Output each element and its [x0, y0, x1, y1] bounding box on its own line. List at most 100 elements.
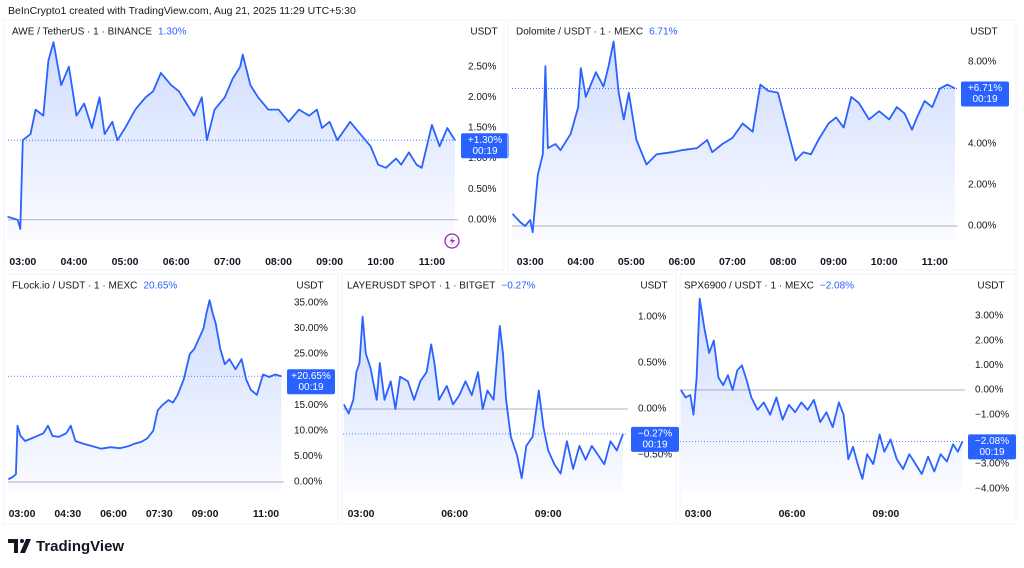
- y-tick-label: 10.00%: [294, 425, 328, 436]
- y-tick-label: −0.50%: [638, 450, 672, 461]
- panel: [679, 273, 1017, 525]
- area: [343, 316, 623, 492]
- x-tick-label: 03:00: [685, 508, 712, 520]
- chart-title: LAYERUSDT SPOT · 1 · BITGET: [347, 281, 495, 292]
- x-tick-label: 04:30: [54, 508, 81, 520]
- x-tick-label: 03:00: [9, 256, 36, 268]
- y-tick-label: 1.50%: [468, 123, 496, 134]
- x-tick-label: 09:00: [535, 508, 562, 520]
- x-tick-label: 07:00: [214, 256, 241, 268]
- price-tag-label: +1.30%: [468, 135, 502, 146]
- y-tick-label: 0.00%: [975, 385, 1003, 396]
- price-tag: [631, 426, 679, 452]
- y-tick-label: 0.00%: [294, 477, 322, 488]
- x-tick-label: 06:00: [100, 508, 127, 520]
- axis-label: USDT: [470, 27, 497, 38]
- panel: [507, 19, 1017, 271]
- y-tick-label: 4.00%: [968, 139, 996, 150]
- axis-label: USDT: [296, 281, 323, 292]
- x-tick-label: 09:00: [872, 508, 899, 520]
- y-tick-label: 25.00%: [294, 349, 328, 360]
- x-tick-label: 06:00: [668, 256, 695, 268]
- price-line: [511, 40, 956, 234]
- price-tag-timer: 00:19: [472, 146, 497, 157]
- x-tick-label: 05:00: [618, 256, 645, 268]
- y-tick-label: 5.00%: [294, 451, 322, 462]
- y-tick-label: 2.50%: [468, 61, 496, 72]
- x-tick-label: 06:00: [441, 508, 468, 520]
- brand: TradingView: [36, 538, 124, 555]
- header-text: BeInCrypto1 created with TradingView.com…: [8, 5, 356, 17]
- x-tick-label: 04:00: [567, 256, 594, 268]
- price-tag-label: +6.71%: [968, 83, 1002, 94]
- x-tick-label: 09:00: [192, 508, 219, 520]
- y-tick-label: 1.00%: [975, 360, 1003, 371]
- y-tick-label: 15.00%: [294, 400, 328, 411]
- price-tag-timer: 00:19: [972, 94, 997, 105]
- x-tick-label: 03:00: [348, 508, 375, 520]
- logo-dot: [20, 539, 24, 543]
- x-tick-label: 05:00: [112, 256, 139, 268]
- y-tick-label: 3.00%: [975, 311, 1003, 322]
- change-label: 6.71%: [649, 27, 677, 38]
- price-line: [7, 41, 456, 230]
- panel: [3, 273, 339, 525]
- x-tick-label: 11:00: [419, 256, 445, 268]
- x-tick-label: 03:00: [9, 508, 36, 520]
- x-tick-label: 08:00: [770, 256, 797, 268]
- chart-title: AWE / TetherUS · 1 · BINANCE: [12, 27, 152, 38]
- chart-title: Dolomite / USDT · 1 · MEXC: [516, 27, 643, 38]
- x-tick-label: 08:00: [265, 256, 292, 268]
- axis-label: USDT: [970, 27, 997, 38]
- x-tick-label: 07:30: [146, 508, 173, 520]
- panels: AWE / TetherUS · 1 · BINANCE 1.30% USDT 0.0…: [3, 19, 1017, 525]
- change-label: 20.65%: [143, 281, 177, 292]
- price-tag-timer: 00:19: [642, 440, 667, 451]
- y-tick-label: 0.00%: [468, 214, 496, 225]
- y-tick-label: 1.00%: [638, 311, 666, 322]
- price-tag: [968, 434, 1016, 460]
- y-tick-label: 30.00%: [294, 323, 328, 334]
- y-tick-label: 0.00%: [638, 404, 666, 415]
- y-tick-label: 0.50%: [638, 358, 666, 369]
- y-tick-label: −1.00%: [975, 409, 1009, 420]
- x-tick-label: 10:00: [367, 256, 394, 268]
- price-tag: [461, 133, 509, 159]
- x-tick-label: 07:00: [719, 256, 746, 268]
- logo-slash: [20, 539, 31, 553]
- price-line: [680, 297, 964, 480]
- chart-title: SPX6900 / USDT · 1 · MEXC: [684, 281, 814, 292]
- panel: [341, 273, 677, 525]
- x-tick-label: 10:00: [871, 256, 898, 268]
- x-tick-label: 11:00: [253, 508, 279, 520]
- axis-label: USDT: [977, 281, 1004, 292]
- logo: TradingView: [8, 538, 124, 555]
- x-tick-label: 06:00: [163, 256, 190, 268]
- alert-icon[interactable]: [444, 233, 460, 249]
- y-tick-label: 0.50%: [468, 184, 496, 195]
- x-tick-label: 06:00: [779, 508, 806, 520]
- price-tag-timer: 00:19: [298, 382, 323, 393]
- y-tick-label: −3.00%: [975, 459, 1009, 470]
- price-tag: [961, 81, 1009, 107]
- area: [512, 41, 955, 240]
- y-tick-label: 35.00%: [294, 297, 328, 308]
- price-tag-timer: 00:19: [979, 447, 1004, 458]
- y-tick-label: 2.00%: [468, 92, 496, 103]
- change-label: −2.08%: [820, 281, 854, 292]
- y-tick-label: −4.00%: [975, 483, 1009, 494]
- x-tick-label: 03:00: [517, 256, 544, 268]
- y-tick-label: 2.00%: [968, 180, 996, 191]
- price-line: [7, 299, 282, 481]
- alert-bolt: [449, 236, 455, 246]
- change-label: 1.30%: [158, 27, 186, 38]
- price-tag-label: −0.27%: [638, 429, 672, 440]
- y-tick-label: 1.00%: [468, 153, 496, 164]
- x-tick-label: 09:00: [316, 256, 343, 268]
- x-tick-label: 11:00: [922, 256, 948, 268]
- area: [680, 298, 963, 492]
- y-tick-label: 0.00%: [968, 221, 996, 232]
- chart-title: FLock.io / USDT · 1 · MEXC: [12, 281, 137, 292]
